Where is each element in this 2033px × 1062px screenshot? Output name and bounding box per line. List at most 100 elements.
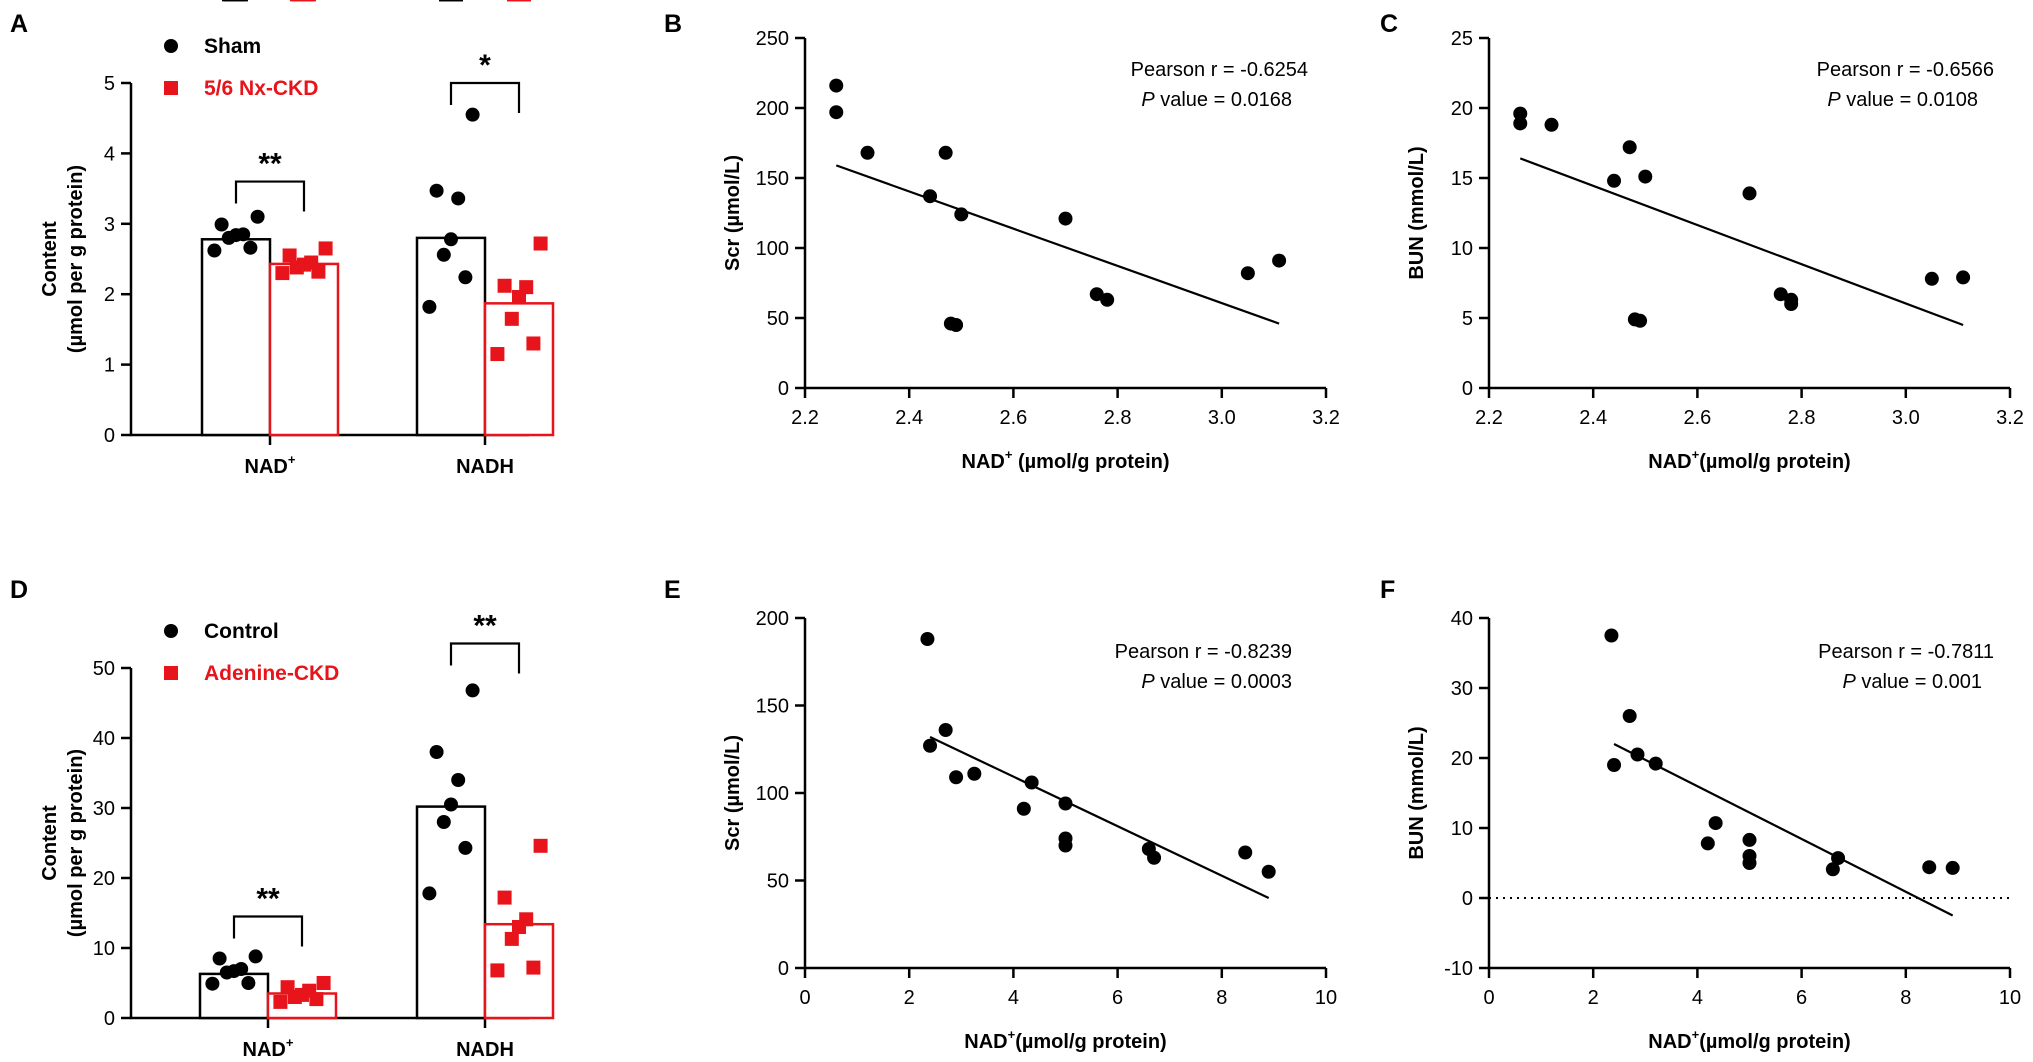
data-point [1633, 313, 1648, 328]
x-tick-label: 2.4 [895, 407, 923, 429]
x-tick-label-main: NAD [243, 1039, 286, 1061]
y-tick-label: 0 [104, 425, 115, 447]
x-tick-label-sup: + [288, 452, 296, 467]
x-tick-label: 10 [1999, 987, 2021, 1009]
data-point [490, 963, 505, 978]
y-tick-label: 40 [1451, 608, 1473, 630]
p-value-rest: value = 0.0003 [1155, 671, 1292, 693]
x-tick-label: 6 [1796, 987, 1807, 1009]
y-tick-label: 40 [93, 728, 115, 750]
x-axis-label-main: NAD [1648, 451, 1691, 473]
panel-label: D [10, 576, 28, 604]
data-point [1016, 801, 1031, 816]
data-point [302, 983, 317, 998]
data-point [212, 951, 227, 966]
data-point [1089, 287, 1104, 302]
panel-c: C 0 5 10 15 20 25 2.2 2.4 2.6 2.8 3.0 3.2 BUN (mmol/L… [1380, 10, 2024, 473]
y-tick-label: 30 [1451, 678, 1473, 700]
x-tick-label: 3.2 [1996, 407, 2024, 429]
regression-line [1613, 743, 1954, 917]
data-point [304, 255, 319, 270]
bar [415, 236, 487, 437]
y-tick-label: 10 [93, 938, 115, 960]
data-point [1622, 709, 1637, 723]
y-tick-label: 0 [778, 378, 789, 400]
y-tick-label: 30 [93, 798, 115, 820]
data-point [436, 815, 451, 829]
y-tick-label: 150 [756, 696, 789, 718]
data-point [444, 797, 458, 812]
data-point [248, 949, 263, 964]
x-tick-label: 4 [1008, 987, 1019, 1009]
y-tick-label: 0 [104, 1008, 115, 1030]
data-point [1784, 292, 1799, 307]
y-tick-label: 10 [1451, 238, 1473, 260]
x-tick-label: NADH [456, 456, 514, 478]
legend-label: Adenine-CKD [204, 662, 339, 685]
x-tick-label: 6 [1112, 987, 1123, 1009]
p-value-italic: P [1141, 89, 1155, 111]
data-point [241, 976, 256, 990]
y-tick-label: 5 [104, 73, 115, 95]
data-point [497, 278, 512, 293]
x-tick-label-main: NAD [245, 456, 288, 478]
p-value-label: P value = 0.0108 [1827, 89, 1978, 111]
data-point [1513, 106, 1528, 121]
bar [483, 302, 555, 437]
y-tick-label: 150 [756, 168, 789, 190]
y-axis-label: Content [39, 805, 61, 881]
pearson-r-label: Pearson r = -0.7811 [1818, 641, 1994, 663]
legend-marker [164, 666, 178, 680]
x-tick-label: 2 [904, 987, 915, 1009]
data-point [1622, 140, 1637, 155]
data-point [250, 209, 265, 224]
y-tick-label: 5 [1462, 308, 1473, 330]
y-axis-label: Content [39, 221, 61, 297]
data-point [1238, 845, 1253, 860]
data-point [318, 241, 333, 256]
y-tick-label: 2 [104, 284, 115, 306]
data-point [1272, 253, 1287, 268]
y-tick-label: 0 [1462, 378, 1473, 400]
x-axis-label-rest: (µmol/g protein) [1699, 451, 1851, 473]
data-point [236, 227, 251, 242]
data-point [207, 243, 222, 258]
data-point [1708, 816, 1723, 831]
x-axis-label: NAD+ (µmol/g protein) [962, 447, 1170, 473]
x-tick-label: 8 [1216, 987, 1227, 1009]
data-point [490, 347, 505, 362]
data-point [1630, 747, 1645, 762]
data-point [1638, 169, 1653, 184]
panel-label: A [10, 10, 28, 38]
x-axis-label-rest: (µmol/g protein) [1699, 1031, 1851, 1053]
y-axis-label: BUN (mmol/L) [1406, 726, 1428, 859]
y-tick-label: 3 [104, 214, 115, 236]
y-tick-label: 15 [1451, 168, 1473, 190]
pearson-r-label: Pearson r = -0.8239 [1115, 641, 1292, 663]
data-point [1700, 836, 1715, 851]
x-tick-label-main: NADH [456, 1039, 514, 1061]
data-point [1604, 628, 1619, 643]
p-value-italic: P [1827, 89, 1841, 111]
x-axis-label-main: NAD [962, 451, 1005, 473]
legend-label: Control [204, 620, 279, 643]
x-tick-label: 2.8 [1788, 407, 1816, 429]
y-tick-label: 20 [93, 868, 115, 890]
data-point [465, 683, 480, 698]
pearson-r-label: Pearson r = -0.6254 [1131, 59, 1308, 81]
data-point [429, 745, 444, 759]
data-point [316, 976, 331, 990]
p-value-italic: P [1842, 671, 1856, 693]
panel-b: B 0 50 100 150 200 250 2.2 2.4 2.6 2.8 3.0 3.2 Scr (µ… [664, 10, 1340, 473]
data-point [465, 107, 480, 122]
p-value-label: P value = 0.001 [1842, 671, 1982, 693]
legend-marker [164, 81, 178, 95]
legend-marker [164, 624, 178, 638]
data-point [923, 189, 938, 204]
data-point [1607, 173, 1622, 188]
data-point [526, 960, 541, 975]
y-tick-label: 50 [93, 658, 115, 680]
data-point [1825, 862, 1840, 877]
x-axis-label-sup: + [1008, 1027, 1016, 1042]
